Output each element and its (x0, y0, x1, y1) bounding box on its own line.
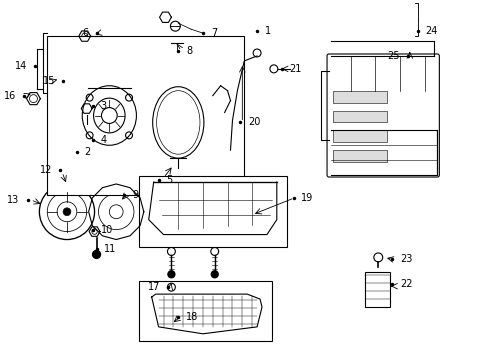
Bar (366, 272, 390, 307)
FancyBboxPatch shape (327, 54, 440, 177)
Text: 13: 13 (7, 195, 20, 205)
Text: 8: 8 (186, 46, 192, 56)
Text: 23: 23 (400, 255, 412, 264)
Text: 17: 17 (148, 282, 161, 292)
Text: 9: 9 (132, 190, 138, 200)
Circle shape (63, 208, 71, 216)
Text: 15: 15 (43, 76, 55, 86)
Text: 7: 7 (211, 28, 217, 38)
Bar (139, 281, 272, 341)
Bar (47, 36, 245, 195)
Text: 12: 12 (40, 165, 52, 175)
Bar (333, 111, 387, 122)
Bar (139, 176, 287, 247)
Text: 16: 16 (3, 91, 16, 101)
Circle shape (211, 271, 218, 278)
Text: 2: 2 (85, 147, 91, 157)
Text: 1: 1 (265, 26, 271, 36)
Bar (333, 91, 387, 103)
Text: 11: 11 (104, 244, 117, 255)
Text: 18: 18 (186, 312, 198, 322)
Circle shape (168, 271, 175, 278)
Text: 10: 10 (100, 225, 113, 235)
Text: 6: 6 (82, 28, 89, 38)
Text: 22: 22 (400, 279, 413, 289)
Text: 25: 25 (388, 51, 400, 61)
Bar (333, 150, 387, 162)
Circle shape (93, 251, 100, 258)
Text: 21: 21 (290, 64, 302, 74)
Text: 5: 5 (167, 175, 172, 185)
Bar (333, 130, 387, 142)
Text: 14: 14 (15, 61, 27, 71)
Text: 3: 3 (100, 100, 107, 111)
Text: 19: 19 (301, 193, 314, 203)
Text: 4: 4 (100, 135, 107, 145)
Text: 24: 24 (425, 26, 438, 36)
Text: 20: 20 (248, 117, 261, 127)
